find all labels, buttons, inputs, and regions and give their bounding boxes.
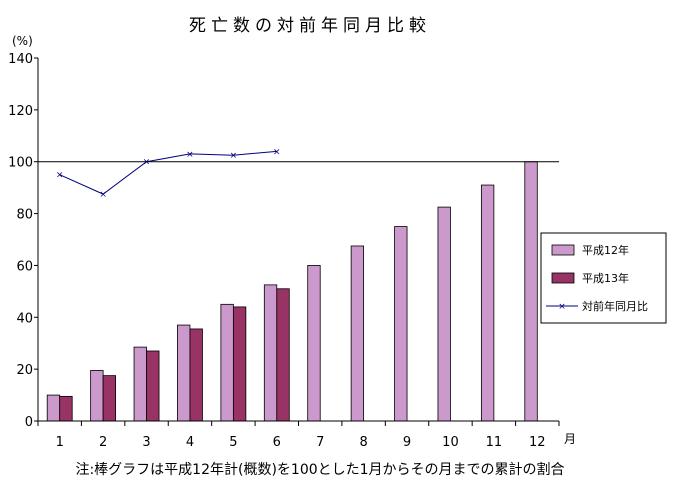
y-tick-label: 0 xyxy=(25,415,33,430)
x-tick-label: 10 xyxy=(442,435,459,450)
bar-series-2 xyxy=(276,288,290,422)
legend-swatch-series-2 xyxy=(551,272,575,284)
y-tick-label: 60 xyxy=(16,259,33,274)
legend-label-series-2: 平成13年 xyxy=(582,271,629,285)
y-tick-label: 20 xyxy=(16,363,33,378)
legend-swatch-series-1 xyxy=(551,244,575,256)
y-tick-label: 80 xyxy=(16,208,33,223)
x-tick-label: 1 xyxy=(56,435,64,450)
y-tick-label: 40 xyxy=(16,311,33,326)
x-tick-label: 12 xyxy=(529,435,546,450)
line-marker: × xyxy=(143,158,151,168)
bar-series-2 xyxy=(232,306,247,422)
legend-label-series-3: 対前年同月比 xyxy=(582,299,648,313)
bar-series-1 xyxy=(177,324,191,422)
x-tick-label: 7 xyxy=(316,435,324,450)
bar-series-1 xyxy=(263,284,278,422)
line-series-1 xyxy=(59,150,277,195)
x-tick-label: 4 xyxy=(186,435,194,450)
line-marker: × xyxy=(186,150,194,160)
y-tick-label: 120 xyxy=(8,104,33,119)
legend-marker-series-3: × xyxy=(558,302,566,312)
bar-series-1 xyxy=(46,394,61,422)
bar-series-2 xyxy=(189,328,203,422)
line-marker: × xyxy=(273,147,281,157)
x-tick-label: 2 xyxy=(99,435,107,450)
x-tick-label: 8 xyxy=(359,435,367,450)
bar-series-1 xyxy=(524,161,538,422)
x-tick-label: 11 xyxy=(486,435,503,450)
line-marker: × xyxy=(230,151,238,161)
bar-series-1 xyxy=(350,245,365,422)
legend: 平成12年 平成13年 × 対前年同月比 xyxy=(540,232,667,324)
y-unit-label: (%) xyxy=(12,34,33,48)
bar-series-2 xyxy=(102,375,117,422)
footnote: 注:棒グラフは平成12年計(概数)を100とした1月からその月までの累計の割合 xyxy=(75,461,564,478)
legend-label-series-1: 平成12年 xyxy=(582,243,629,257)
line-marker: × xyxy=(56,171,64,181)
bar-series-1 xyxy=(307,265,321,422)
bar-series-1 xyxy=(90,370,104,422)
bar-series-2 xyxy=(59,395,73,422)
bar-series-1 xyxy=(220,303,234,422)
x-tick-label: 5 xyxy=(229,435,237,450)
x-tick-label: 9 xyxy=(403,435,411,450)
chart-title: 死亡数の対前年同月比較 xyxy=(189,16,431,36)
x-tick-label: 6 xyxy=(273,435,281,450)
bar-series-1 xyxy=(437,206,451,422)
y-tick-label: 140 xyxy=(8,52,33,67)
x-tick-label: 3 xyxy=(142,435,150,450)
line-marker: × xyxy=(99,190,107,200)
y-tick-label: 100 xyxy=(8,156,33,171)
bar-series-1 xyxy=(394,226,408,422)
bar-series-1 xyxy=(133,346,147,422)
x-unit-label: 月 xyxy=(564,432,576,446)
bar-series-1 xyxy=(480,184,495,422)
bar-series-2 xyxy=(146,350,160,422)
